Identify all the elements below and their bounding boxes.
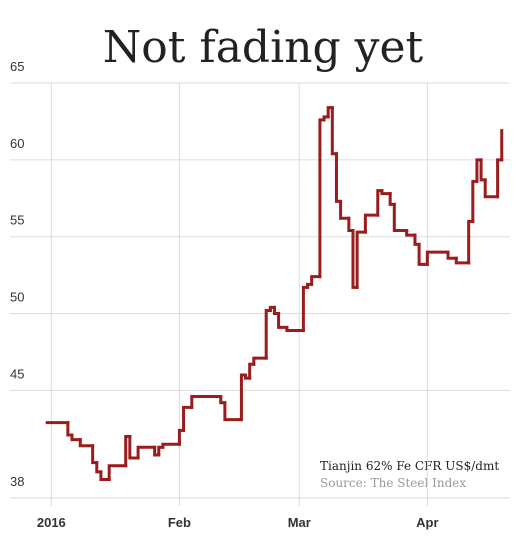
line-segment (355, 230, 367, 289)
line-segment (301, 285, 310, 332)
line-segment (405, 229, 417, 237)
line-segment (177, 428, 186, 446)
line-segment (425, 250, 450, 266)
line-segment (107, 464, 128, 482)
line-segment (136, 445, 157, 460)
x-tick-label: 2016 (37, 515, 66, 530)
line-segment (277, 312, 289, 329)
line-segment (70, 433, 82, 442)
line-segment (99, 470, 111, 482)
x-tick-label: Feb (168, 515, 191, 530)
line-segment (388, 192, 396, 206)
annotation: Tianjin 62% Fe CFR US$/dmt (320, 459, 499, 473)
y-tick-label: 45 (10, 366, 24, 381)
line-segment (471, 179, 479, 223)
line-segment (239, 373, 248, 422)
line-segment (392, 202, 409, 233)
line-segment (285, 325, 305, 332)
y-tick-label: 65 (10, 59, 24, 74)
line-segment (363, 213, 380, 234)
line-segment (128, 435, 140, 460)
line-segment (182, 405, 194, 432)
y-tick-label: 38 (10, 474, 24, 489)
line-segment (417, 242, 429, 266)
line-segment (330, 106, 338, 156)
line-segment (264, 308, 272, 360)
line-segment (380, 189, 392, 196)
line-segment (91, 444, 99, 465)
line-segment (252, 356, 268, 366)
y-tick-label: 60 (10, 136, 24, 151)
x-tick-label: Mar (288, 515, 311, 530)
annotation: Source: The Steel Index (320, 476, 466, 490)
chart-title: Not fading yet (103, 22, 424, 73)
y-tick-label: 50 (10, 290, 24, 305)
y-tick-label: 55 (10, 213, 24, 228)
line-segment (334, 152, 343, 203)
x-tick-label: Apr (416, 515, 438, 530)
line-segment (446, 250, 458, 260)
line-segment (454, 256, 471, 265)
line-segment (223, 401, 243, 422)
line-segment (318, 118, 326, 279)
line-segment (483, 178, 500, 199)
line-segment (66, 421, 74, 437)
line-segment (496, 158, 504, 199)
line-segment (310, 275, 322, 286)
line-segment (161, 442, 181, 449)
line-segment (339, 199, 351, 220)
line-segment (78, 438, 95, 448)
line-segment (467, 219, 475, 265)
line-segment (248, 362, 256, 380)
line-segment (479, 158, 487, 182)
line-segment (347, 216, 355, 233)
line-segment (190, 395, 223, 409)
